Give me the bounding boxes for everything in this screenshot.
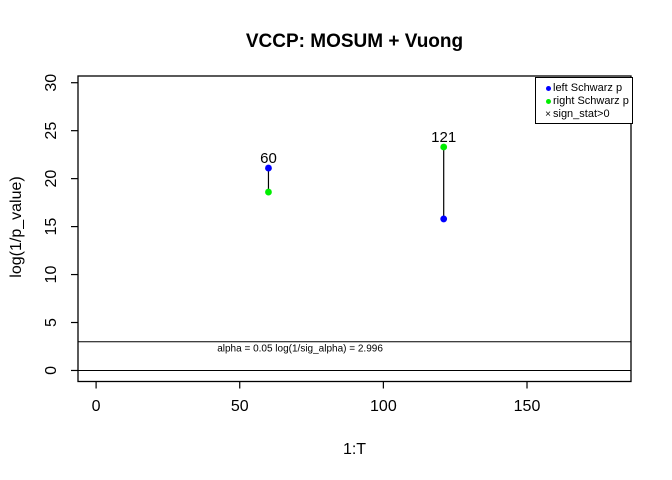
legend-row: × sign_stat>0: [543, 108, 632, 121]
alpha-annotation: alpha = 0.05 log(1/sig_alpha) = 2.996: [217, 343, 383, 354]
legend-row: right Schwarz p: [543, 95, 632, 108]
y-axis-label: log(1/p_value): [8, 176, 25, 278]
y-tick-label: 10: [43, 266, 60, 284]
cross-icon: ×: [545, 108, 551, 120]
point-label: 60: [260, 150, 277, 167]
legend-row: left Schwarz p: [543, 82, 632, 95]
dot-icon: [545, 99, 551, 104]
chart-title: VCCP: MOSUM + Vuong: [245, 31, 464, 52]
dot-icon: [545, 86, 551, 91]
y-tick-label: 0: [43, 366, 60, 375]
plot-border: [77, 75, 632, 383]
legend-dot-icon: [543, 99, 553, 104]
y-tick-label: 15: [43, 218, 60, 236]
legend-cross-icon: ×: [543, 108, 553, 120]
point-label: 121: [431, 129, 456, 146]
x-tick-label: 50: [231, 398, 249, 415]
legend: left Schwarz p right Schwarz p × sign_stat>…: [535, 77, 633, 124]
y-tick-label: 20: [43, 170, 60, 188]
x-tick-label: 150: [514, 398, 541, 415]
legend-label: sign_stat>0: [553, 108, 610, 120]
legend-dot-icon: [543, 86, 553, 91]
data-point: [440, 215, 448, 223]
data-point: [265, 164, 272, 172]
x-tick-label: 0: [92, 398, 101, 415]
legend-label: left Schwarz p: [553, 82, 623, 94]
y-tick-label: 25: [43, 122, 60, 140]
data-point: [265, 188, 272, 196]
x-tick-label: 100: [370, 398, 397, 415]
x-axis-label: 1:T: [342, 441, 367, 458]
data-point: [440, 143, 448, 151]
y-tick-label: 5: [43, 318, 60, 327]
legend-label: right Schwarz p: [553, 95, 629, 107]
y-tick-label: 30: [43, 74, 60, 92]
